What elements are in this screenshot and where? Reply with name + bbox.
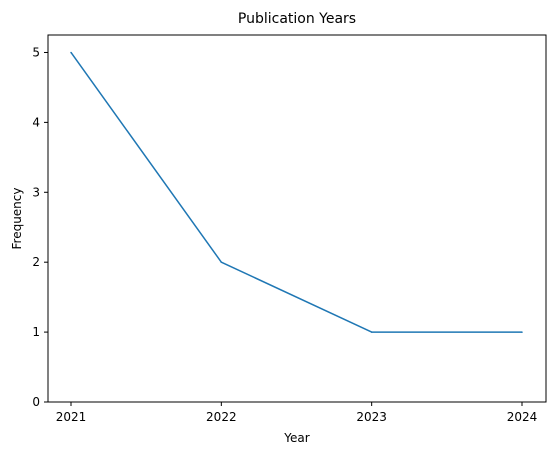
y-tick-label: 5 (32, 45, 40, 59)
y-axis-label: Frequency (10, 188, 24, 250)
x-tick-label: 2023 (356, 410, 387, 424)
y-axis: 0 1 2 3 4 5 (32, 45, 48, 409)
x-axis: 2021 2022 2023 2024 (56, 402, 538, 424)
chart-title: Publication Years (238, 11, 356, 27)
y-tick-label: 3 (32, 185, 40, 199)
data-point (521, 331, 523, 333)
data-point (370, 331, 373, 333)
plot-frame (47, 34, 547, 403)
y-tick-label: 2 (32, 255, 40, 269)
x-axis-label: Year (283, 431, 309, 445)
plot-area (47, 34, 547, 403)
y-tick-label: 0 (32, 395, 40, 409)
data-point (220, 261, 223, 263)
y-tick-label: 4 (32, 115, 40, 129)
series-group (70, 51, 523, 333)
y-tick-label: 1 (32, 325, 40, 339)
series-line (70, 52, 522, 333)
x-tick-label: 2022 (206, 410, 237, 424)
data-point (70, 51, 72, 54)
x-tick-label: 2021 (56, 410, 87, 424)
x-tick-label: 2024 (507, 410, 538, 424)
